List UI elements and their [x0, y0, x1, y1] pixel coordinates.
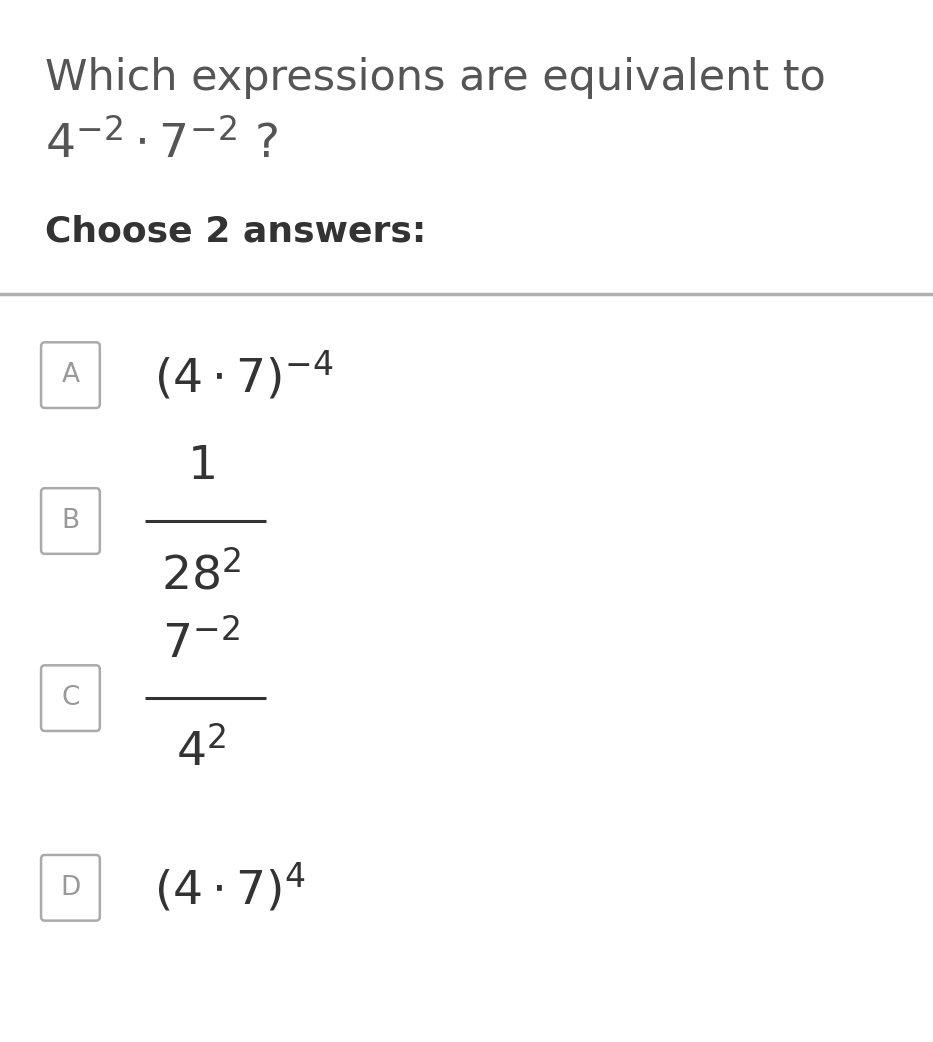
Text: $4^{-2} \cdot 7^{-2}\ ?$: $4^{-2} \cdot 7^{-2}\ ?$	[45, 120, 278, 168]
Text: D: D	[61, 875, 80, 900]
FancyBboxPatch shape	[41, 666, 100, 731]
Text: $4^{2}$: $4^{2}$	[175, 728, 226, 776]
Text: $(4 \cdot 7)^{-4}$: $(4 \cdot 7)^{-4}$	[154, 348, 334, 402]
Text: $(4 \cdot 7)^{4}$: $(4 \cdot 7)^{4}$	[154, 861, 306, 915]
Text: C: C	[62, 686, 79, 711]
FancyBboxPatch shape	[41, 342, 100, 407]
Text: Choose 2 answers:: Choose 2 answers:	[45, 215, 426, 248]
Text: Which expressions are equivalent to: Which expressions are equivalent to	[45, 57, 826, 99]
Text: $1$: $1$	[187, 444, 215, 490]
Text: A: A	[62, 363, 79, 388]
Text: $7^{-2}$: $7^{-2}$	[161, 620, 240, 668]
Text: B: B	[62, 508, 79, 534]
FancyBboxPatch shape	[41, 854, 100, 921]
FancyBboxPatch shape	[41, 488, 100, 554]
Text: $28^{2}$: $28^{2}$	[160, 551, 241, 599]
